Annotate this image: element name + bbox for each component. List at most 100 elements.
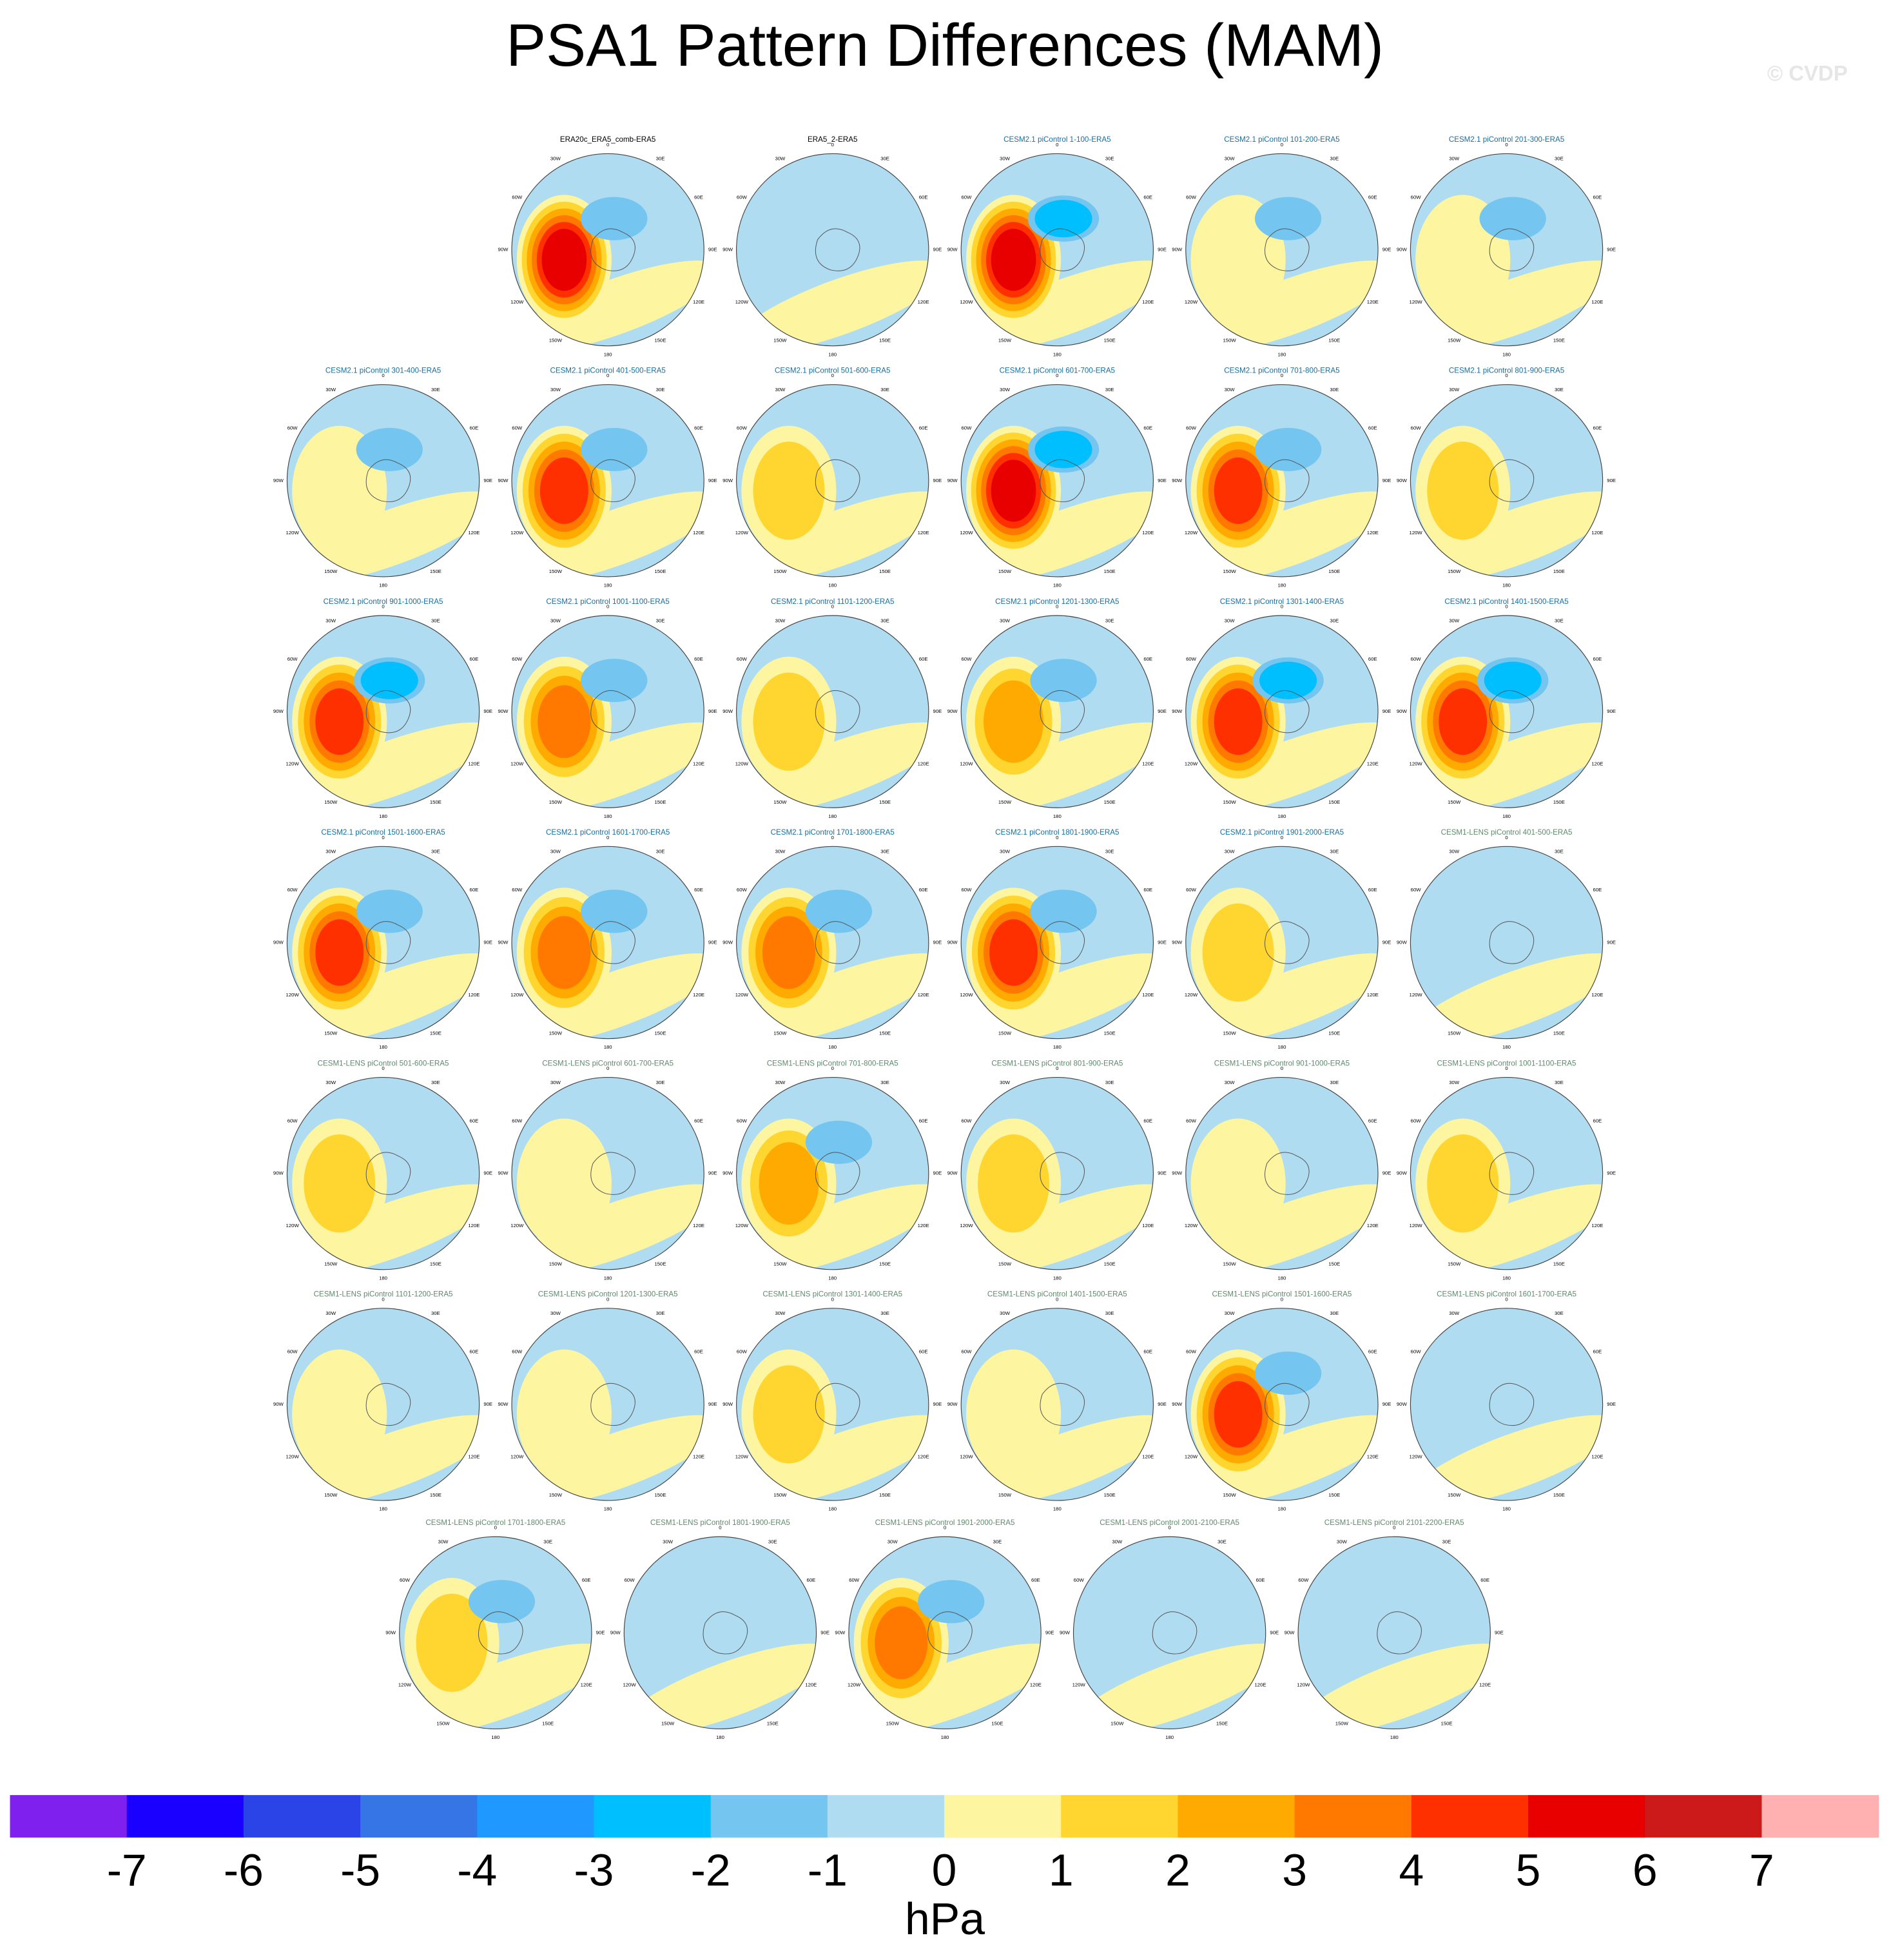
map-grid-label: 60W <box>961 194 972 200</box>
map-grid-label: 120E <box>1367 1223 1379 1228</box>
map-grid-label: 90W <box>1172 1170 1183 1176</box>
map-grid-label: 30W <box>325 1080 336 1085</box>
antarctica-coast <box>590 921 635 964</box>
yellow-band <box>736 1415 929 1501</box>
colorbar-tick-label: -2 <box>691 1845 731 1896</box>
map-grid-label: 60E <box>1593 1118 1602 1123</box>
map-grid-label: 30W <box>1449 156 1460 162</box>
map-grid-label: 0 <box>382 603 384 609</box>
panel-title: CESM2.1 piControl 1-100-ERA5 <box>1004 135 1110 144</box>
map-grid-label: 0 <box>1505 603 1508 609</box>
colorbar-box <box>1528 1795 1645 1838</box>
map-grid-label: 90W <box>947 247 958 253</box>
map-grid-label: 120W <box>960 1223 973 1228</box>
map-outline <box>1072 1536 1266 1730</box>
antarctica-coast <box>815 1152 860 1195</box>
map-field <box>1185 846 1379 1039</box>
map-grid-label: 30W <box>550 387 561 393</box>
map-grid-label: 180 <box>1053 1506 1062 1512</box>
map-grid-label: 60W <box>961 1118 972 1123</box>
map-grid-label: 60E <box>1480 1577 1489 1583</box>
panel-title: CESM1-LENS piControl 1301-1400-ERA5 <box>762 1290 902 1299</box>
negative-contour <box>356 889 423 933</box>
map-outline <box>1185 846 1379 1040</box>
map-outline <box>286 1308 480 1501</box>
map-grid-label: 60E <box>694 1118 703 1123</box>
map-grid-label: 60E <box>694 425 703 431</box>
map-grid-label: 0 <box>1281 373 1283 378</box>
map-grid-label: 180 <box>379 1044 387 1050</box>
negative-contour <box>1254 1351 1322 1395</box>
yellow-band <box>512 1184 704 1270</box>
map-grid-label: 120E <box>1479 1682 1491 1688</box>
map-grid-label: 120E <box>1367 299 1379 305</box>
map-field <box>287 846 480 1039</box>
map-grid-label: 0 <box>606 835 609 840</box>
map-grid-label: 60E <box>1143 194 1152 200</box>
map-field <box>736 153 929 346</box>
map-grid-label: 60E <box>470 1118 479 1123</box>
map-grid-label: 180 <box>1277 813 1286 819</box>
map-grid-label: 90E <box>1495 1629 1504 1635</box>
map-grid-label: 90W <box>947 708 958 714</box>
positive-contour <box>541 228 587 291</box>
map-grid-label: 90W <box>273 478 284 483</box>
positive-contour <box>1202 903 1274 1002</box>
map-grid-label: 120E <box>693 530 704 536</box>
map-grid-label: 120W <box>510 1453 524 1459</box>
map-grid-label: 0 <box>1505 373 1508 378</box>
map-grid-label: 30E <box>993 1539 1002 1545</box>
yellow-band <box>961 260 1154 346</box>
map-grid-label: 90W <box>610 1629 621 1635</box>
map-field <box>624 1537 817 1729</box>
map-grid-label: 120E <box>805 1682 817 1688</box>
map-grid-label: 150W <box>661 1720 675 1726</box>
yellow-band <box>736 260 929 346</box>
panel-title: CESM2.1 piControl 101-200-ERA5 <box>1224 135 1339 144</box>
positive-contour <box>1439 688 1488 755</box>
map-grid-label: 150W <box>886 1720 900 1726</box>
map-field <box>736 1308 929 1501</box>
map-grid-label: 120W <box>623 1682 636 1688</box>
antarctica-coast <box>1489 1152 1535 1195</box>
map-grid-label: 150E <box>879 799 891 805</box>
colorbar-box <box>1761 1795 1879 1838</box>
map-field <box>961 1308 1154 1501</box>
map-grid-label: 150E <box>879 1261 891 1267</box>
map-grid-label: 60W <box>737 1349 748 1355</box>
map-outline <box>511 153 704 347</box>
positive-contour <box>991 460 1036 522</box>
map-grid-label: 30W <box>775 1080 786 1085</box>
map-grid-label: 150E <box>1104 568 1116 574</box>
map-grid-label: 120E <box>468 530 480 536</box>
map-grid-label: 150W <box>549 1492 563 1498</box>
positive-contour <box>315 919 364 986</box>
antarctica-coast <box>1265 1383 1310 1426</box>
map-grid-label: 30E <box>1330 1080 1339 1085</box>
antarctica-coast <box>1040 228 1085 271</box>
yellow-band <box>1185 1184 1379 1270</box>
map-grid-label: 60W <box>961 656 972 662</box>
map-grid-label: 150W <box>549 337 563 343</box>
map-grid-label: 60E <box>694 656 703 662</box>
map-grid-label: 180 <box>604 351 612 357</box>
map-grid-label: 180 <box>1502 1044 1511 1050</box>
map-grid-label: 30W <box>1449 387 1460 393</box>
map-grid-label: 150E <box>430 1030 441 1036</box>
map-grid-label: 30E <box>1330 1310 1339 1316</box>
map-grid-label: 0 <box>719 1525 721 1531</box>
map-grid-label: 30W <box>550 1310 561 1316</box>
map-grid-label: 120E <box>1367 530 1379 536</box>
map-grid-label: 30E <box>1555 1080 1564 1085</box>
map-grid-label: 90E <box>1607 478 1616 483</box>
map-grid-label: 60E <box>919 656 928 662</box>
map-grid-label: 30W <box>775 387 786 393</box>
map-grid-label: 30W <box>663 1539 674 1545</box>
map-grid-label: 150E <box>1328 1030 1340 1036</box>
map-outline <box>1185 1308 1379 1501</box>
map-field <box>736 846 929 1039</box>
watermark: © CVDP <box>1767 61 1848 85</box>
figure-title: PSA1 Pattern Differences (MAM) <box>506 12 1384 79</box>
